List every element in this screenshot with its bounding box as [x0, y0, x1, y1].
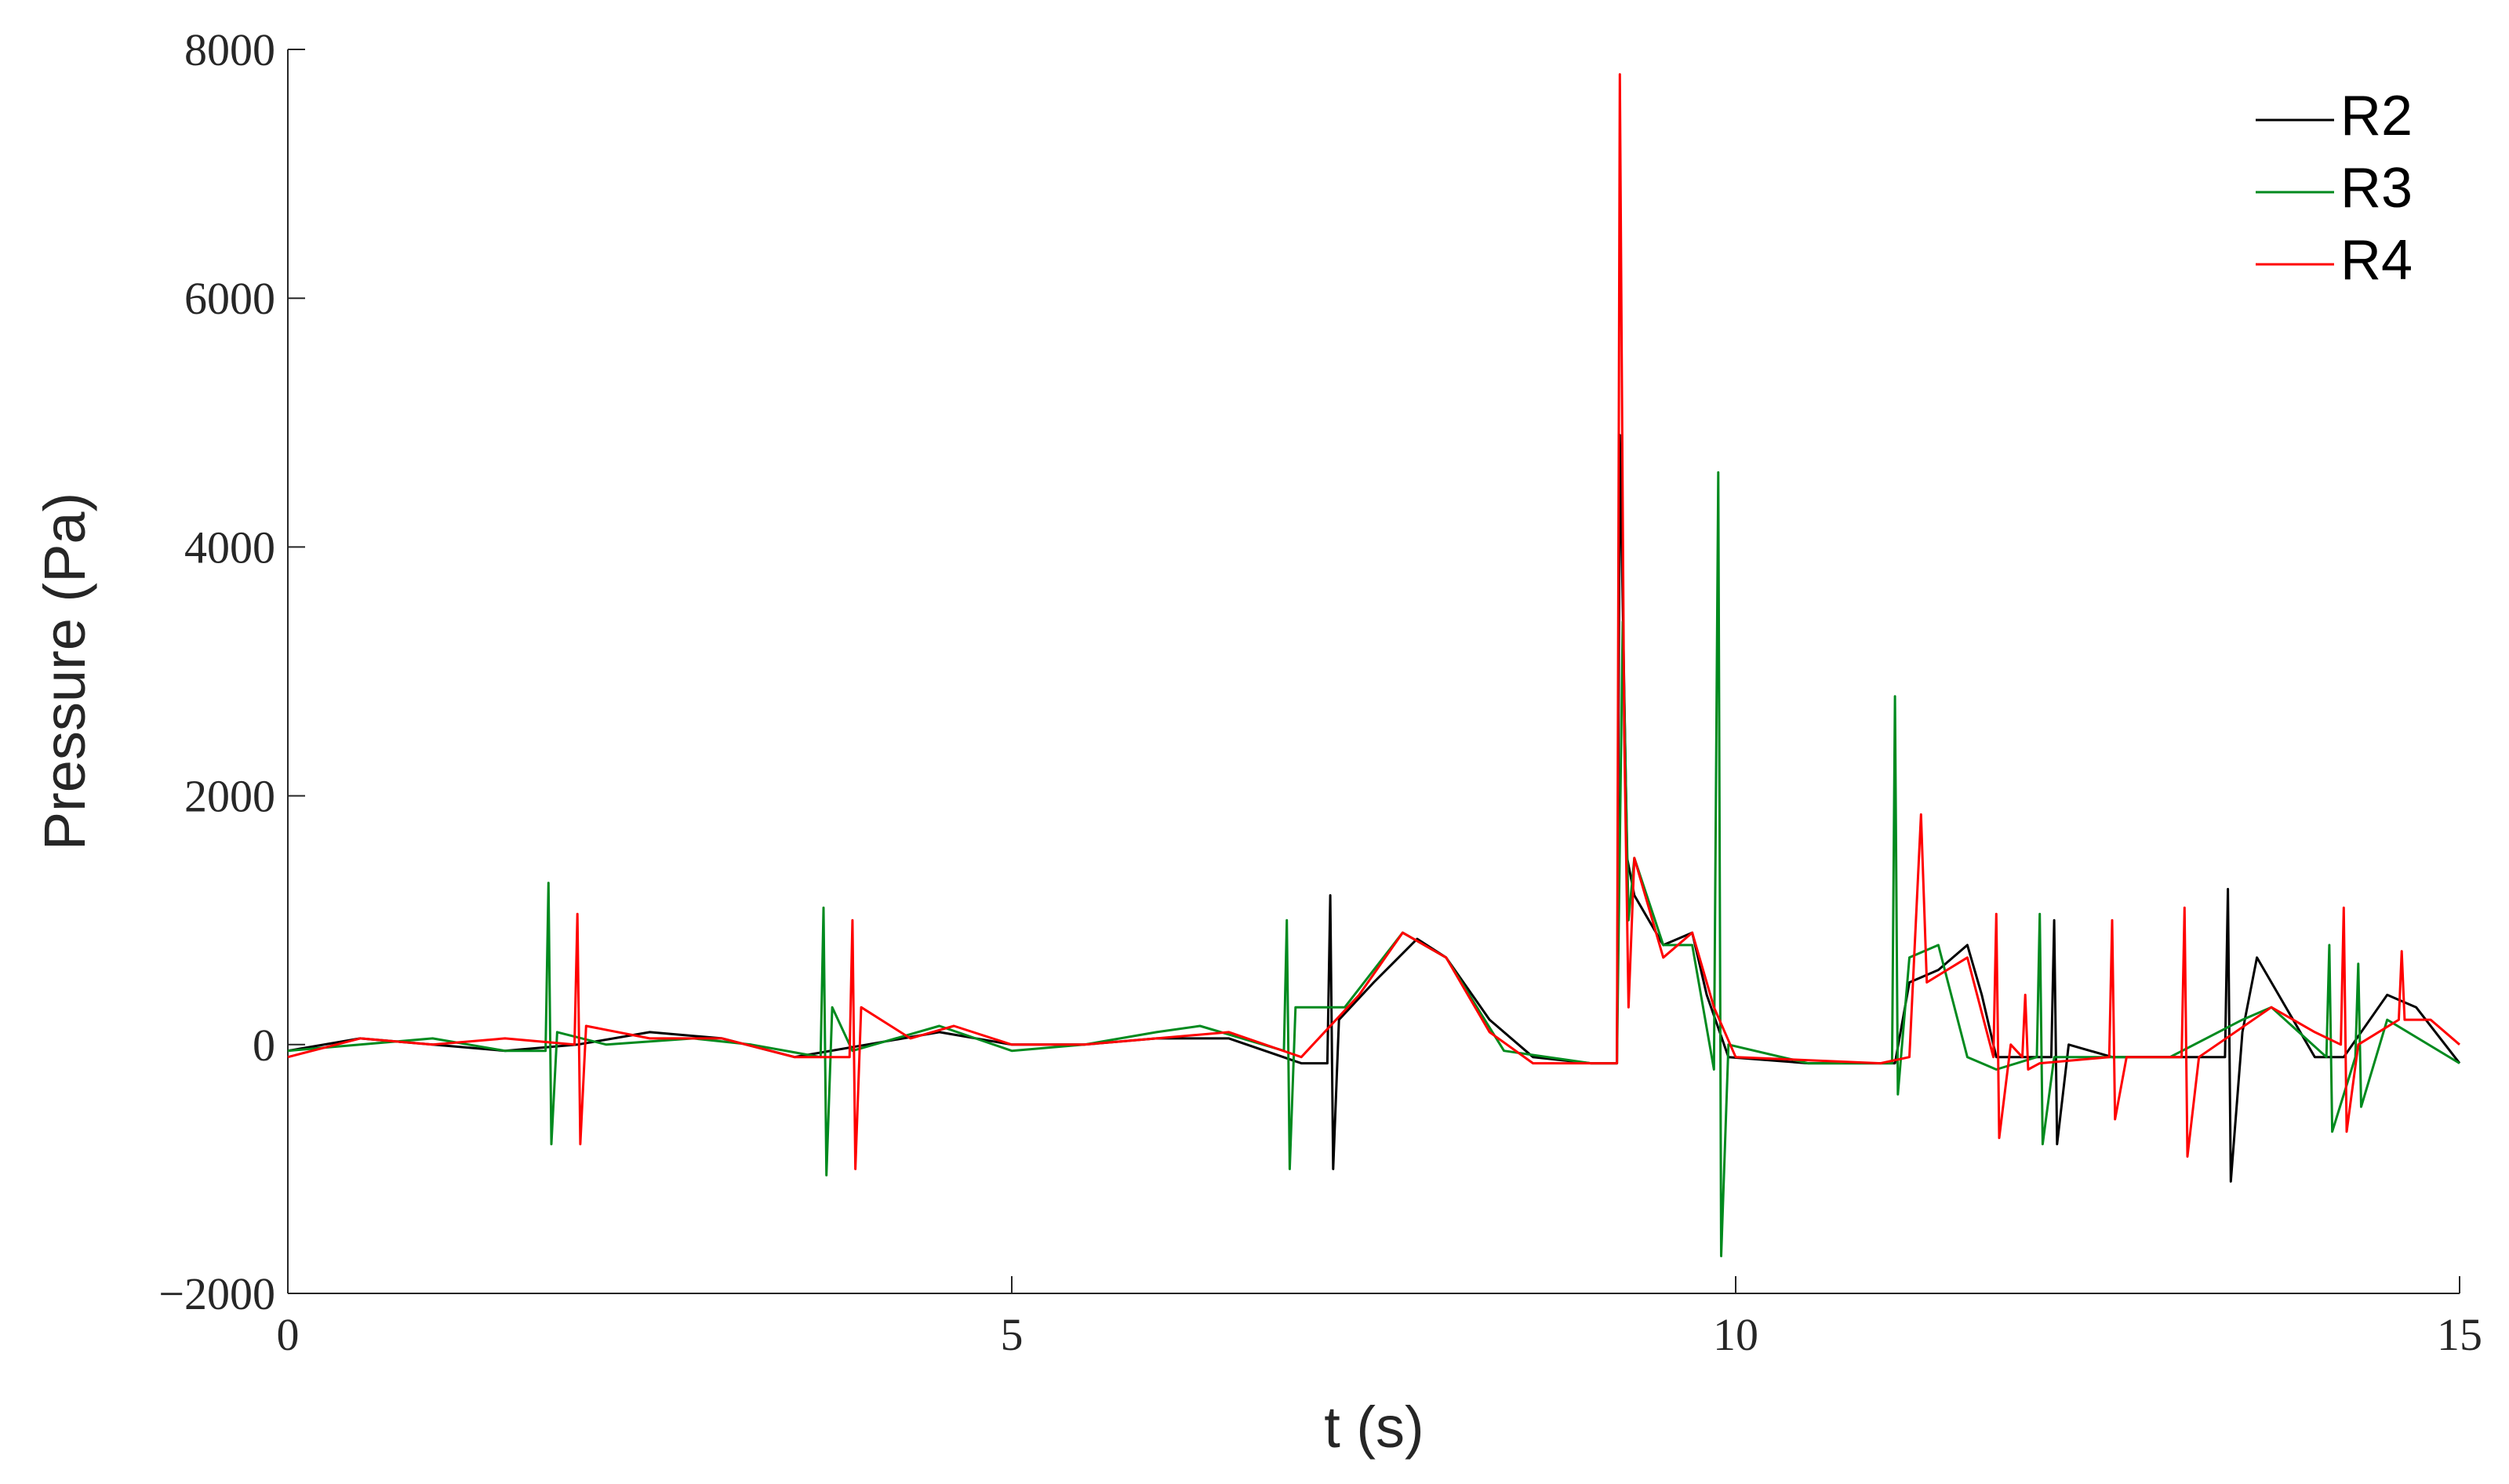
x-tick-label: 15: [2437, 1309, 2482, 1360]
y-tick-label: 8000: [184, 24, 275, 75]
legend-label: R2: [2340, 85, 2413, 147]
x-axis-label: t (s): [1324, 1395, 1424, 1460]
legend-label: R4: [2340, 229, 2413, 292]
x-tick-label: 0: [277, 1309, 300, 1360]
y-tick-label: 4000: [184, 522, 275, 573]
y-tick-label: 0: [253, 1020, 275, 1071]
x-tick-label: 10: [1713, 1309, 1758, 1360]
y-tick-label: 2000: [184, 771, 275, 822]
legend-label: R3: [2340, 157, 2413, 220]
series-line: [287, 434, 2461, 1183]
y-axis-label: Pressure (Pa): [32, 493, 97, 850]
series-line: [287, 471, 2460, 1257]
y-tick-label: −2000: [158, 1268, 275, 1319]
series-line: [287, 73, 2460, 1170]
y-tick-label: 6000: [184, 273, 275, 324]
x-tick-label: 5: [1001, 1309, 1024, 1360]
